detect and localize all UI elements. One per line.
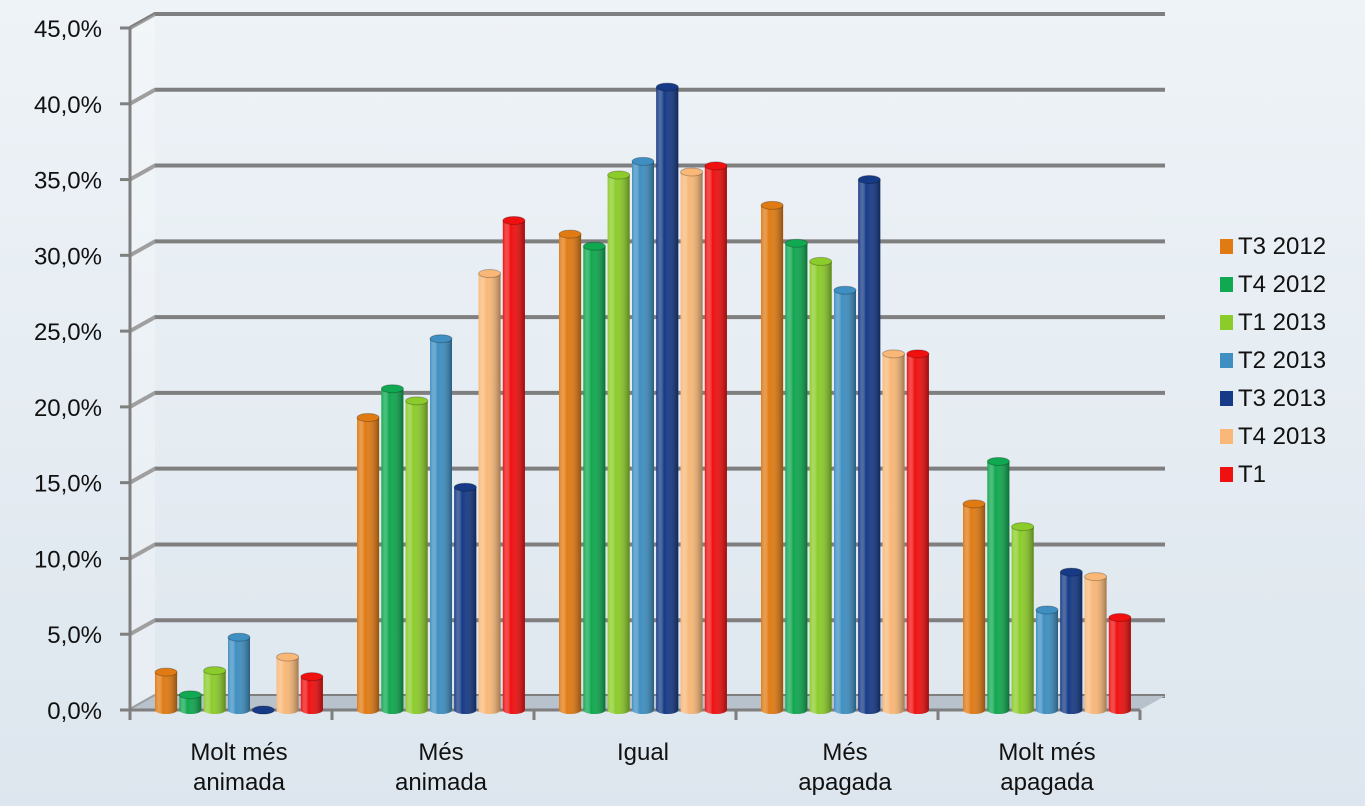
legend-swatch-t2-2013: [1220, 353, 1233, 368]
legend-swatch-t3-2012: [1220, 239, 1233, 254]
y-tick-label: 45,0%: [34, 16, 102, 43]
legend-swatch-t4-2012: [1220, 277, 1233, 292]
y-tick-label: 25,0%: [34, 319, 102, 346]
x-category-label: Igual: [617, 739, 669, 766]
bar-t2-2013-2: [429, 334, 453, 714]
legend: T3 2012 T4 2012 T1 2013 T2 2013 T3 2013 T4 20…: [1220, 233, 1326, 488]
legend-label-t1-2013: T1 2013: [1238, 309, 1326, 336]
bar-t3-2012-2: [356, 412, 380, 714]
bar-t2-2013-4: [833, 285, 857, 714]
bar-t1-5: [1108, 613, 1132, 714]
y-tick-label: 20,0%: [34, 395, 102, 422]
y-tick-label: 15,0%: [34, 471, 102, 498]
legend-swatch-t1: [1220, 467, 1233, 482]
bar-t3-2013-3: [655, 82, 679, 714]
legend-label-t3-2012: T3 2012: [1238, 233, 1326, 260]
bar-t4-2013-1: [276, 652, 300, 714]
bar-t4-2012-2: [380, 384, 404, 714]
bar-t3-2012-1: [154, 667, 178, 714]
bars: [154, 82, 1132, 715]
y-tick-label: 40,0%: [34, 92, 102, 119]
bar-t4-2012-3: [582, 241, 606, 715]
bar-t4-2013-5: [1084, 572, 1108, 714]
bar-t1-2013-3: [607, 170, 631, 714]
legend-swatch-t3-2013: [1220, 391, 1233, 406]
bar-t4-2012-1: [178, 690, 202, 714]
bar-t2-2013-1: [227, 632, 251, 714]
bar-t3-2012-4: [760, 200, 784, 714]
bar-t3-2013-4: [857, 175, 881, 715]
gridline: [129, 239, 1165, 258]
legend-label-t1: T1: [1238, 461, 1266, 488]
legend-swatch-t4-2013: [1220, 429, 1233, 444]
gridline: [129, 163, 1165, 182]
bar-t2-2013-5: [1035, 605, 1059, 714]
x-category-label: apagada: [798, 769, 892, 796]
bar-t1-2013-1: [203, 666, 227, 714]
y-tick-label: 10,0%: [34, 546, 102, 573]
gridline: [129, 87, 1165, 106]
bar-t1-4: [906, 349, 930, 714]
x-category-label: animada: [395, 769, 488, 796]
bar-t4-2013-4: [882, 349, 906, 714]
legend-label-t4-2012: T4 2012: [1238, 271, 1326, 298]
x-category-label: apagada: [1000, 769, 1094, 796]
legend-swatch-t1-2013: [1220, 315, 1233, 330]
bar-t1-2: [502, 215, 526, 714]
bar-t3-2013-5: [1059, 567, 1083, 714]
legend-label-t2-2013: T2 2013: [1238, 347, 1326, 374]
y-tick-label: 0,0%: [47, 698, 102, 725]
bar-t1-2013-5: [1011, 522, 1035, 714]
bar-t1-3: [704, 161, 728, 715]
x-category-label: Més: [418, 739, 463, 766]
bar-t4-2013-2: [478, 269, 502, 714]
bar-t1-1: [300, 672, 324, 714]
x-category-label: Molt més: [190, 739, 287, 766]
x-category-label: animada: [193, 769, 286, 796]
y-tick-label: 30,0%: [34, 243, 102, 270]
legend-label-t4-2013: T4 2013: [1238, 423, 1326, 450]
bar-t3-2012-5: [962, 499, 986, 714]
bar-t3-2012-3: [558, 229, 582, 715]
bar-t1-2013-2: [405, 396, 429, 714]
x-axis-category-labels: Molt més animada Més animada Igual Més apagada…: [190, 739, 1095, 796]
y-axis-tick-labels: 0,0% 5,0% 10,0% 15,0% 20,0% 25,0% 30,0% 35,0% 40…: [34, 16, 102, 725]
left-wall: [130, 14, 155, 710]
x-category-label: Molt més: [998, 739, 1095, 766]
bar-t4-2012-4: [784, 238, 808, 714]
bar-t4-2013-3: [680, 167, 704, 714]
bar-t4-2012-5: [986, 456, 1010, 714]
bar-t3-2013-2: [453, 482, 477, 714]
gridline: [129, 12, 1165, 30]
y-tick-label: 5,0%: [47, 622, 102, 649]
bar-t2-2013-3: [631, 156, 655, 714]
y-tick-label: 35,0%: [34, 168, 102, 195]
bar-t3-2013-1: [251, 705, 275, 715]
bar-t1-2013-4: [809, 256, 833, 714]
legend-label-t3-2013: T3 2013: [1238, 385, 1326, 412]
x-category-label: Més: [822, 739, 867, 766]
gridlines: [129, 12, 1165, 712]
